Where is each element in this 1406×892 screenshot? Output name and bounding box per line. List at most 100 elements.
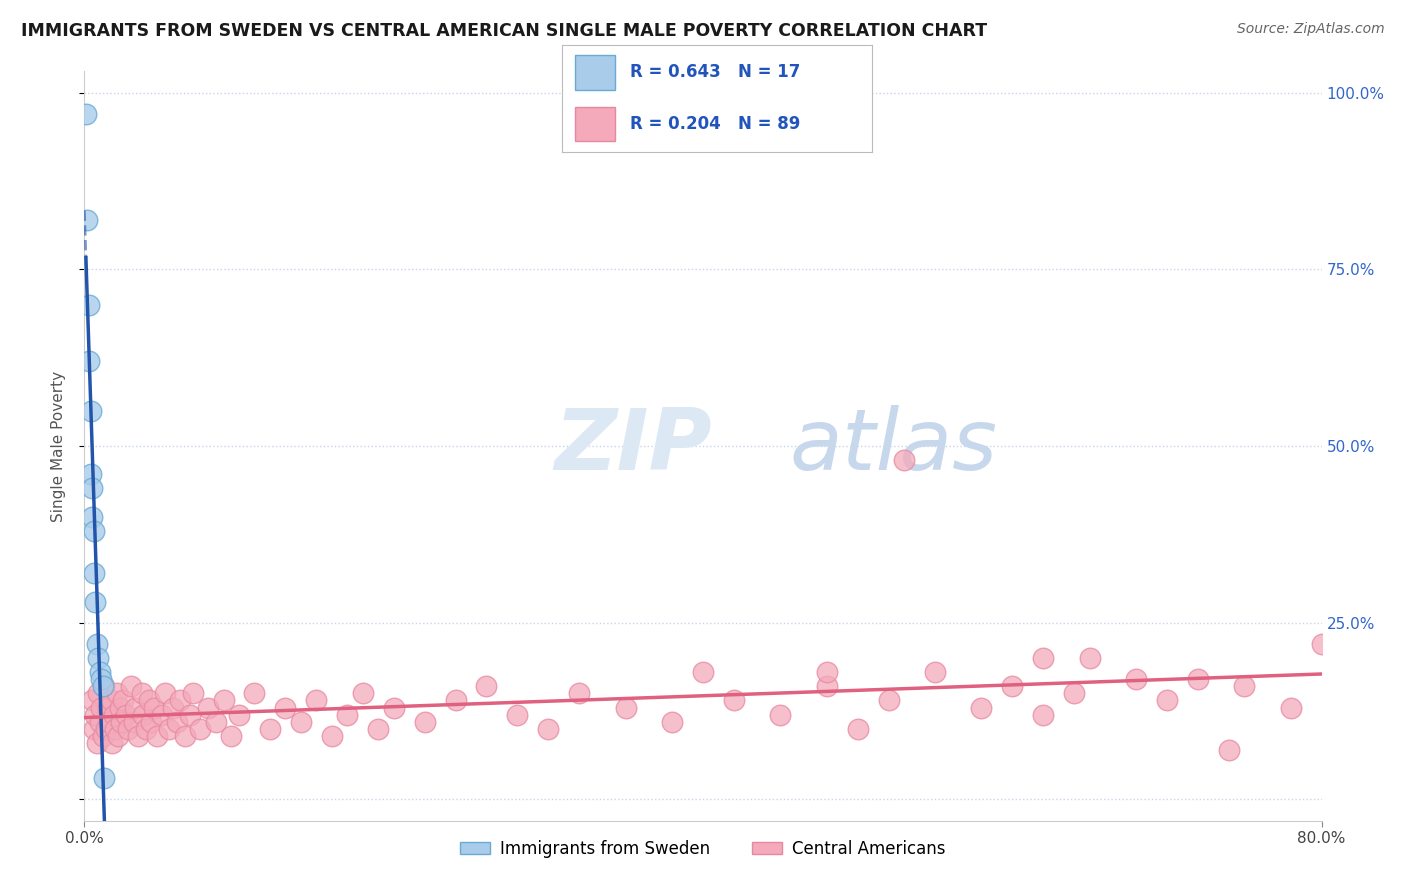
Point (1233, 679, 1256, 693)
Point (1279, 700, 1302, 714)
Legend: Immigrants from Sweden, Central Americans: Immigrants from Sweden, Central American… (454, 833, 952, 864)
Point (94, 722, 117, 736)
Point (321, 729, 343, 743)
Point (115, 707, 138, 722)
Point (815, 665, 838, 680)
Text: R = 0.204   N = 89: R = 0.204 N = 89 (630, 115, 801, 133)
Point (1063, 686, 1085, 700)
Point (105, 686, 128, 700)
Point (79, 467, 101, 482)
Point (124, 700, 146, 714)
Point (877, 693, 900, 707)
Text: R = 0.643   N = 17: R = 0.643 N = 17 (630, 63, 801, 81)
Point (1078, 651, 1101, 665)
Point (444, 693, 467, 707)
Point (1310, 637, 1333, 651)
Point (692, 665, 714, 680)
Point (143, 700, 166, 714)
Point (77, 298, 100, 312)
Point (1218, 743, 1240, 757)
Point (107, 729, 129, 743)
Point (179, 707, 201, 722)
Point (101, 736, 124, 750)
Point (83, 524, 105, 538)
Point (135, 722, 157, 736)
Point (1001, 679, 1024, 693)
Point (336, 707, 359, 722)
Point (100, 693, 122, 707)
Point (91, 679, 114, 693)
Point (162, 700, 184, 714)
Point (205, 714, 228, 729)
Point (86, 736, 108, 750)
Point (127, 729, 149, 743)
Y-axis label: Single Male Poverty: Single Male Poverty (51, 370, 66, 522)
Point (305, 693, 328, 707)
Point (138, 693, 160, 707)
Point (87, 686, 110, 700)
Point (846, 722, 869, 736)
Point (146, 729, 169, 743)
Point (86, 637, 108, 651)
Point (159, 722, 180, 736)
Point (98, 714, 121, 729)
Point (90, 673, 112, 687)
Bar (575, 55, 614, 89)
Point (815, 679, 838, 693)
Point (82, 693, 104, 707)
Point (568, 686, 591, 700)
Point (352, 686, 374, 700)
Point (661, 714, 683, 729)
Point (970, 700, 993, 714)
Bar (575, 107, 614, 141)
Point (1032, 707, 1054, 722)
Point (131, 686, 153, 700)
Point (174, 729, 197, 743)
Point (104, 722, 127, 736)
Point (259, 722, 281, 736)
Point (181, 686, 204, 700)
Point (1156, 693, 1178, 707)
Point (112, 693, 135, 707)
Point (1125, 673, 1147, 687)
Point (117, 722, 139, 736)
Point (83, 722, 105, 736)
Point (91, 729, 114, 743)
Point (506, 707, 529, 722)
Point (108, 700, 131, 714)
Point (367, 722, 389, 736)
Point (212, 693, 235, 707)
Point (413, 714, 436, 729)
Text: IMMIGRANTS FROM SWEDEN VS CENTRAL AMERICAN SINGLE MALE POVERTY CORRELATION CHART: IMMIGRANTS FROM SWEDEN VS CENTRAL AMERIC… (21, 22, 987, 40)
Point (382, 700, 405, 714)
Point (132, 707, 155, 722)
Point (769, 707, 792, 722)
Point (290, 714, 312, 729)
Point (82, 482, 104, 496)
Point (82, 509, 104, 524)
Point (924, 665, 946, 680)
Point (76, 212, 98, 227)
Point (89, 665, 111, 680)
Point (84, 707, 107, 722)
Point (228, 707, 250, 722)
Point (139, 714, 162, 729)
Text: ZIP: ZIP (554, 404, 713, 488)
Point (84, 594, 107, 608)
Point (153, 686, 176, 700)
Point (274, 700, 297, 714)
Point (150, 707, 173, 722)
Point (110, 714, 132, 729)
Point (90, 700, 112, 714)
Point (243, 686, 266, 700)
Point (723, 693, 745, 707)
Point (122, 714, 145, 729)
Point (188, 722, 211, 736)
Point (83, 566, 105, 581)
Point (169, 693, 191, 707)
Point (893, 453, 915, 467)
Point (93, 771, 115, 785)
Point (219, 729, 242, 743)
Point (120, 679, 142, 693)
Point (96, 700, 118, 714)
